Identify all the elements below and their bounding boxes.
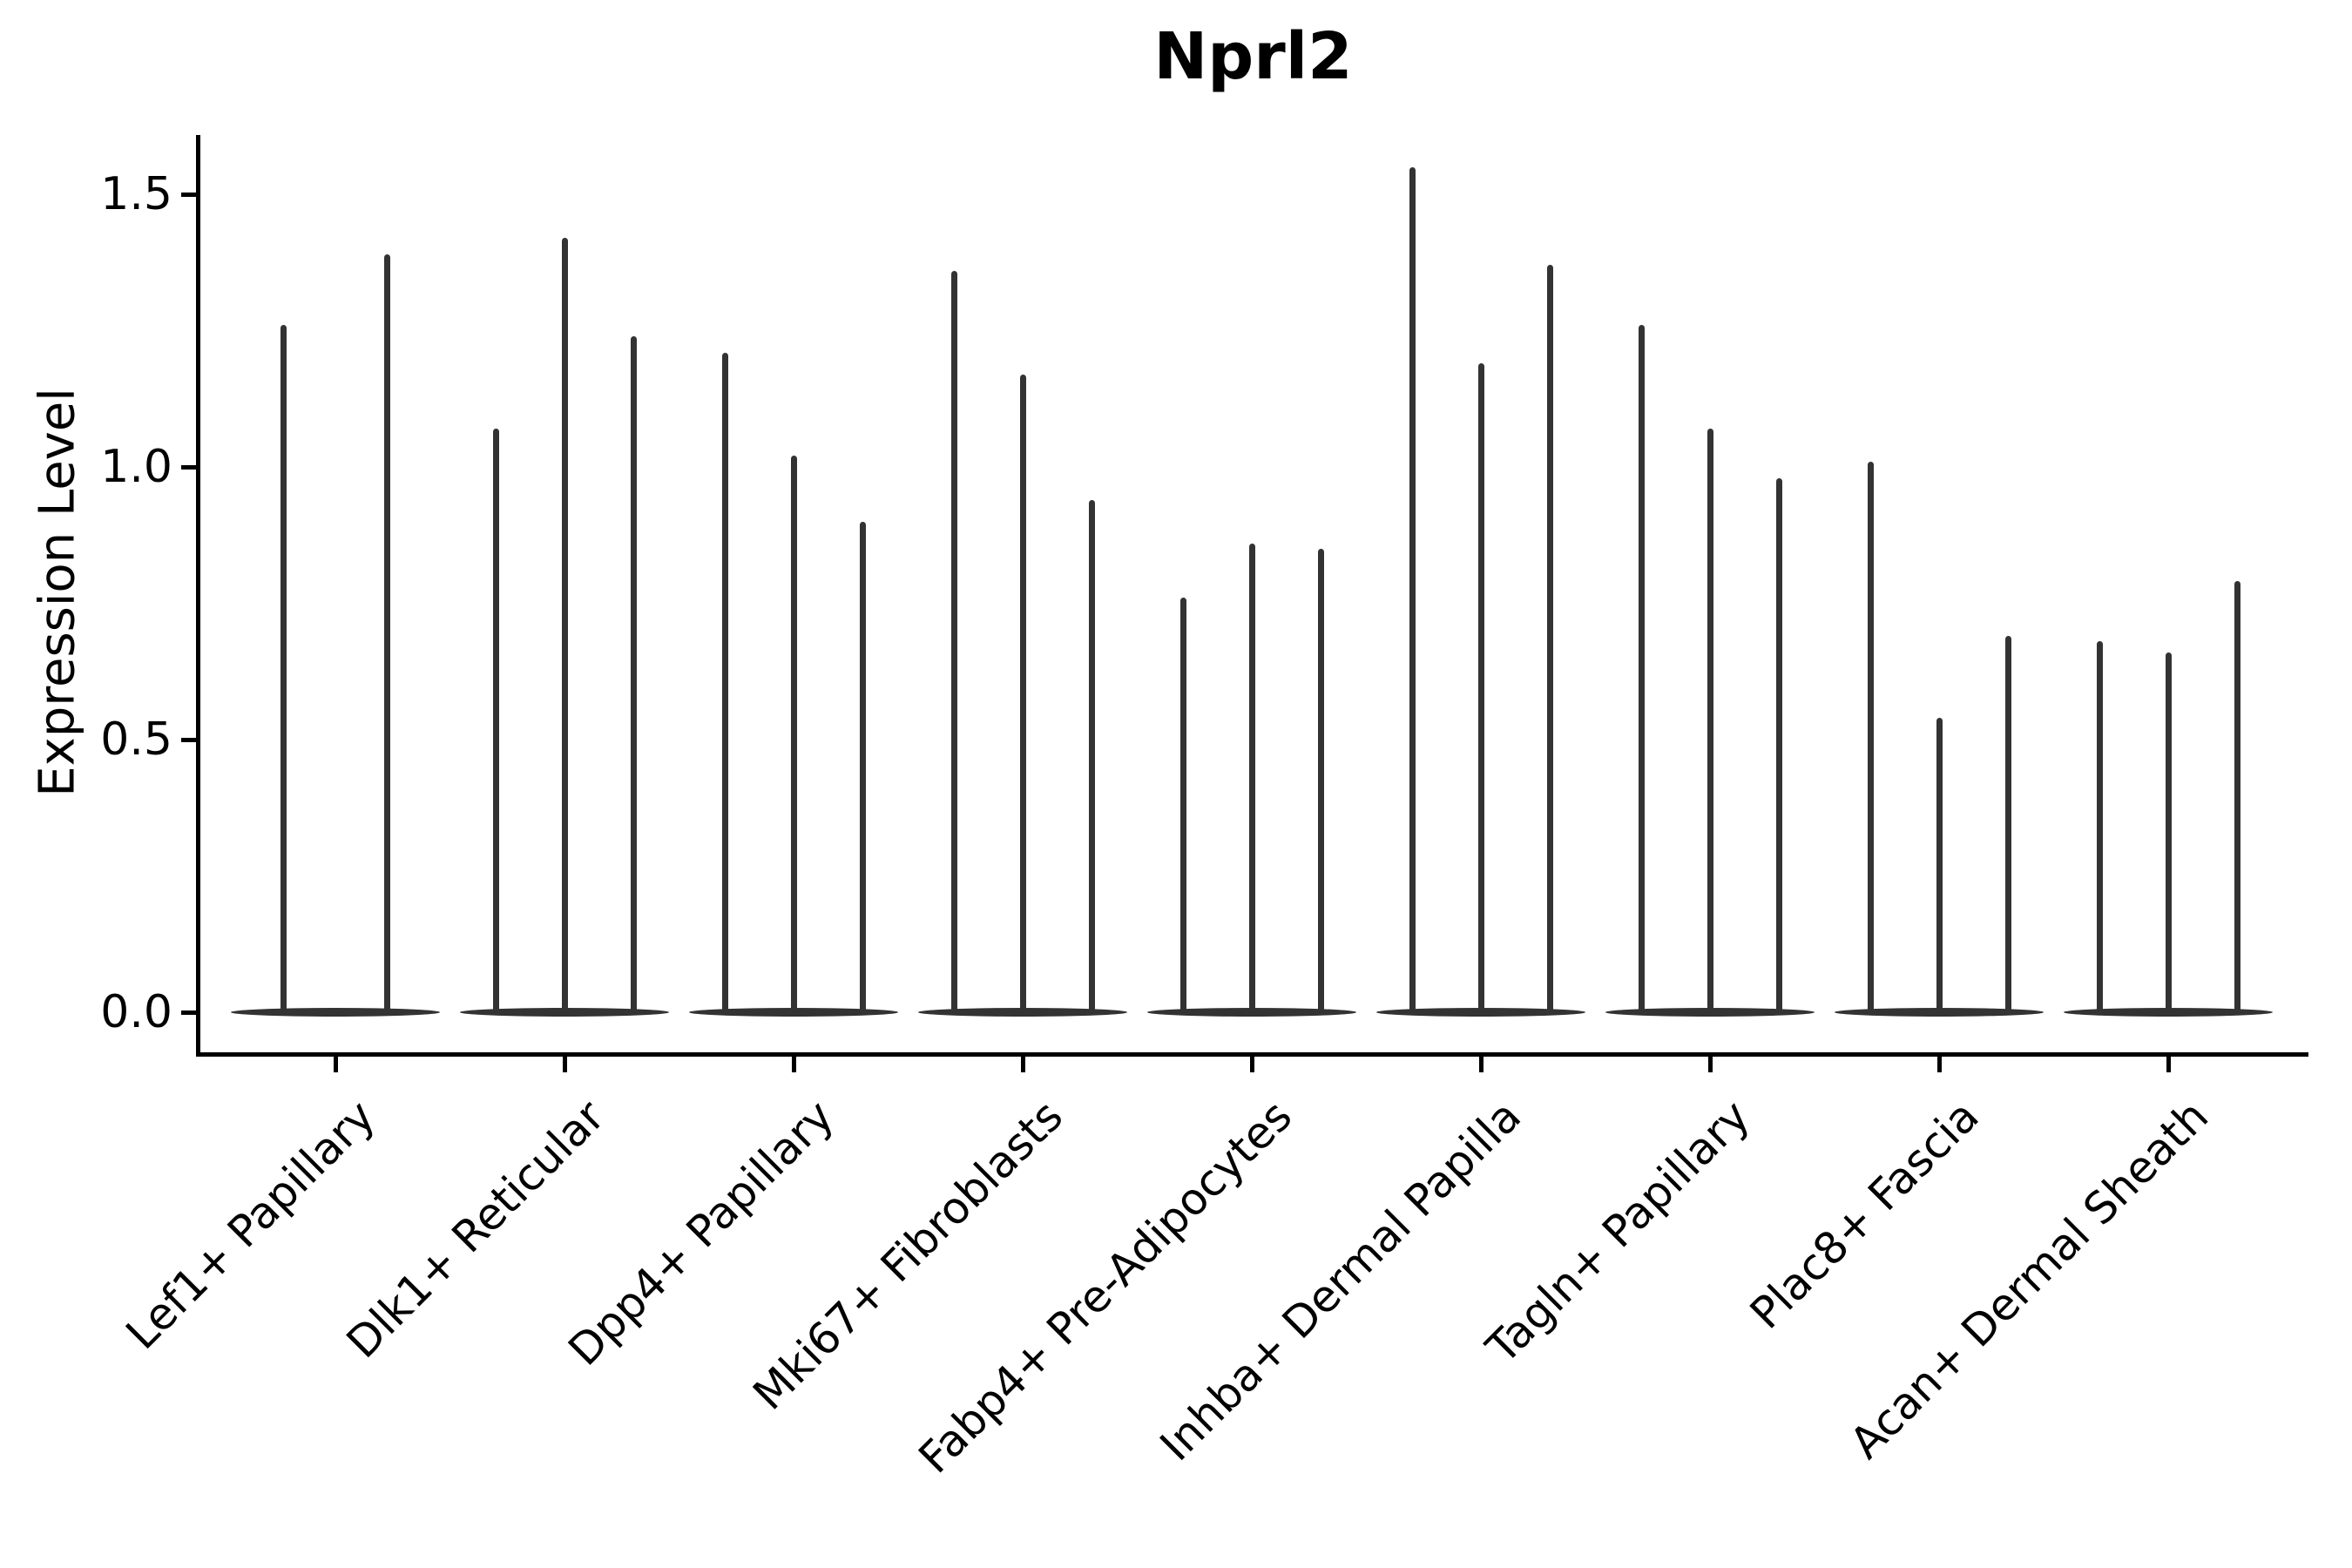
violin-spike (1088, 500, 1095, 1012)
y-tick-label: 0.0 (100, 986, 172, 1038)
violin-base (918, 1008, 1127, 1017)
violin-base (1835, 1008, 2044, 1017)
violin-spike (1638, 325, 1645, 1012)
violin-spike (1477, 363, 1484, 1012)
violin-spike (2234, 581, 2240, 1012)
violin-spike (384, 254, 390, 1012)
violin-spike (1707, 429, 1713, 1012)
violin-base (1605, 1008, 1815, 1017)
violin-base (1147, 1008, 1356, 1017)
violin-spike (1248, 544, 1255, 1012)
violin-spike (950, 271, 957, 1012)
x-tick (1250, 1057, 1254, 1072)
violin-base (689, 1008, 898, 1017)
violin-spike (1179, 598, 1186, 1012)
violin-spike (1936, 718, 1943, 1012)
violin-spike (790, 456, 797, 1012)
x-tick (1937, 1057, 1942, 1072)
violin-spike (492, 429, 499, 1012)
violin-base (231, 1008, 440, 1017)
violin-spike (1409, 167, 1416, 1012)
violin-spike (1867, 462, 1874, 1012)
x-tick (563, 1057, 567, 1072)
x-tick (1021, 1057, 1025, 1072)
y-tick-label: 1.5 (100, 168, 172, 220)
violin-spike (2165, 652, 2172, 1012)
y-axis-spine (196, 135, 200, 1057)
x-tick-label: Plac8+ Fascia (1740, 1091, 1990, 1339)
violin-spike (859, 522, 866, 1012)
x-tick (334, 1057, 338, 1072)
violin-spike (1775, 478, 1782, 1012)
y-tick-label: 1.0 (100, 441, 172, 493)
violin-spike (1019, 375, 1026, 1012)
x-tick (792, 1057, 796, 1072)
x-tick (1479, 1057, 1484, 1072)
y-tick (181, 1010, 197, 1015)
violin-base (1376, 1008, 1585, 1017)
violin-spike (280, 325, 287, 1012)
x-tick-label: Lef1+ Papillary (116, 1091, 386, 1360)
x-tick (1708, 1057, 1713, 1072)
violin-spike (2096, 641, 2103, 1012)
plot-title: Nprl2 (1153, 19, 1353, 94)
violin-base (460, 1008, 669, 1017)
violin-spike (2004, 636, 2011, 1012)
x-tick-label: Fabp4+ Pre-Adipocytes (909, 1091, 1302, 1484)
x-tick (2166, 1057, 2171, 1072)
y-tick (181, 465, 197, 470)
violin-spike (1317, 549, 1324, 1012)
x-axis-spine (196, 1052, 2308, 1057)
violin-spike (630, 336, 637, 1012)
y-tick (181, 193, 197, 197)
violin-spike (561, 238, 568, 1012)
violin-spike (721, 353, 728, 1012)
violin-base (2064, 1008, 2273, 1017)
y-tick-label: 0.5 (100, 713, 172, 766)
y-tick (181, 738, 197, 742)
violin-spike (1546, 265, 1553, 1012)
